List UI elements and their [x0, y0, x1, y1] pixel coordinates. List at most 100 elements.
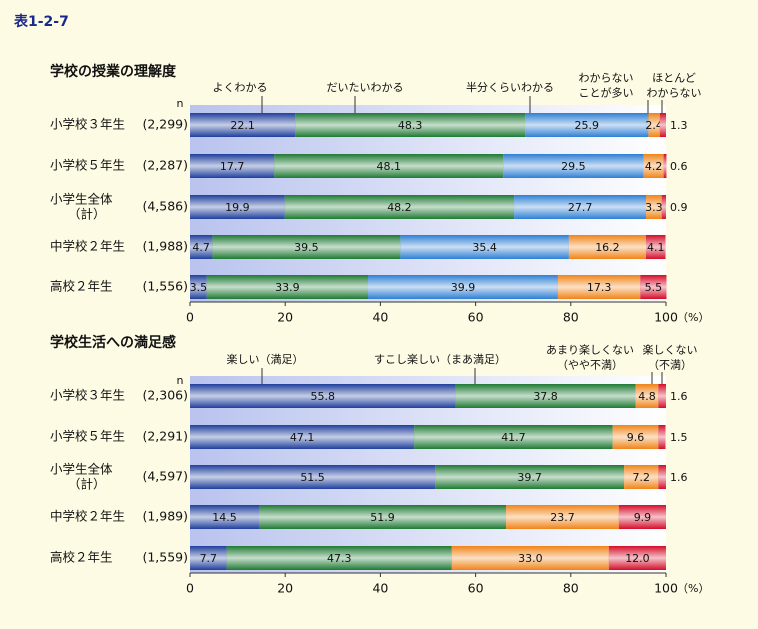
bar-shine: [455, 384, 636, 408]
n-header: n: [177, 374, 184, 387]
bar-shine: [568, 235, 647, 259]
bar-shine: [608, 546, 666, 570]
bar-shine: [525, 113, 649, 137]
value-label: 39.5: [294, 241, 319, 254]
value-label: 5.5: [645, 281, 663, 294]
value-label: 48.2: [387, 201, 412, 214]
bar-shine: [661, 195, 666, 219]
bar-shine: [190, 546, 227, 570]
x-tick-label: 20: [277, 310, 293, 325]
legend-label: 楽しくない（不満）: [643, 344, 698, 372]
value-label: 41.7: [501, 431, 526, 444]
value-label: 47.1: [290, 431, 315, 444]
bar-shine: [557, 275, 641, 299]
n-header: n: [177, 97, 184, 110]
bar-shine: [190, 195, 285, 219]
legend-label: 半分くらいわかる: [466, 80, 554, 94]
value-label: 48.3: [398, 119, 423, 132]
category-label: 小学校５年生: [50, 158, 125, 173]
value-label: 17.3: [587, 281, 612, 294]
x-tick-label: 80: [563, 310, 579, 325]
bar-shine: [212, 235, 401, 259]
bar-shine: [514, 195, 647, 219]
legend-label: よくわかる: [213, 81, 268, 94]
bar-shine: [659, 113, 666, 137]
legend-label: ほとんどわからない: [647, 72, 702, 100]
value-label: 0.6: [670, 160, 688, 173]
value-label: 0.9: [670, 201, 688, 214]
bar-shine: [414, 425, 613, 449]
legend-label: わからないことが多い: [579, 72, 634, 100]
bar-shine: [663, 154, 667, 178]
value-label: 27.7: [568, 201, 593, 214]
category-label: 小学生全体（計）: [50, 191, 113, 221]
category-label: 高校２年生: [50, 550, 113, 565]
category-label: 小学校３年生: [50, 117, 125, 132]
sample-size: (2,291): [142, 429, 188, 444]
x-tick-label: 0: [186, 581, 194, 596]
value-label: 29.5: [561, 160, 586, 173]
category-label: 中学校２年生: [50, 239, 125, 254]
value-label: 3.3: [645, 201, 663, 214]
value-label: 2.4: [645, 119, 663, 132]
bar-shine: [646, 235, 666, 259]
bar-shine: [190, 275, 207, 299]
x-tick-label: 60: [468, 581, 484, 596]
chart-title: 学校生活への満足感: [50, 334, 176, 351]
value-label: 16.2: [595, 241, 620, 254]
figure-label: 表1-2-7: [13, 13, 69, 30]
bar-shine: [640, 275, 667, 299]
value-label: 25.9: [574, 119, 599, 132]
value-label: 12.0: [625, 552, 650, 565]
value-label: 4.7: [192, 241, 210, 254]
value-label: 37.8: [533, 390, 558, 403]
category-label: 小学校５年生: [50, 429, 125, 444]
bar-shine: [274, 154, 504, 178]
category-label: 小学生全体（計）: [50, 461, 113, 491]
value-label: 14.5: [212, 511, 237, 524]
bar-shine: [624, 465, 659, 489]
value-label: 17.7: [220, 160, 245, 173]
bar-shine: [295, 113, 526, 137]
value-label: 1.3: [670, 119, 688, 132]
sample-size: (1,559): [142, 550, 188, 565]
bar-shine: [226, 546, 452, 570]
bar-shine: [435, 465, 625, 489]
x-tick-label: 60: [468, 310, 484, 325]
sample-size: (2,287): [142, 158, 188, 173]
bar-shine: [190, 425, 415, 449]
bar-shine: [206, 275, 369, 299]
value-label: 39.7: [517, 471, 542, 484]
value-label: 33.0: [518, 552, 543, 565]
bar-shine: [284, 195, 515, 219]
bar-shine: [451, 546, 609, 570]
sample-size: (2,299): [142, 117, 188, 132]
value-label: 51.5: [300, 471, 325, 484]
x-tick-label: 0: [186, 310, 194, 325]
bar-shine: [503, 154, 644, 178]
bar-shine: [658, 425, 666, 449]
value-label: 9.6: [627, 431, 645, 444]
bar-shine: [190, 154, 275, 178]
x-tick-label: 20: [277, 581, 293, 596]
x-tick-label: 100: [654, 581, 678, 596]
bar-shine: [643, 154, 664, 178]
sample-size: (1,989): [142, 509, 188, 524]
value-label: 55.8: [311, 390, 336, 403]
bar-shine: [612, 425, 659, 449]
bar-shine: [635, 384, 659, 408]
bar-shine: [190, 465, 436, 489]
bar-shine: [190, 505, 260, 529]
value-label: 39.9: [451, 281, 476, 294]
bar-shine: [658, 465, 666, 489]
x-tick-label: 40: [372, 310, 388, 325]
value-label: 51.9: [370, 511, 395, 524]
bar-shine: [190, 384, 456, 408]
value-label: 19.9: [225, 201, 250, 214]
legend-label: だいたいわかる: [327, 81, 404, 94]
value-label: 9.9: [634, 511, 652, 524]
value-label: 1.6: [670, 471, 688, 484]
category-label: 中学校２年生: [50, 509, 125, 524]
bar-shine: [190, 235, 213, 259]
